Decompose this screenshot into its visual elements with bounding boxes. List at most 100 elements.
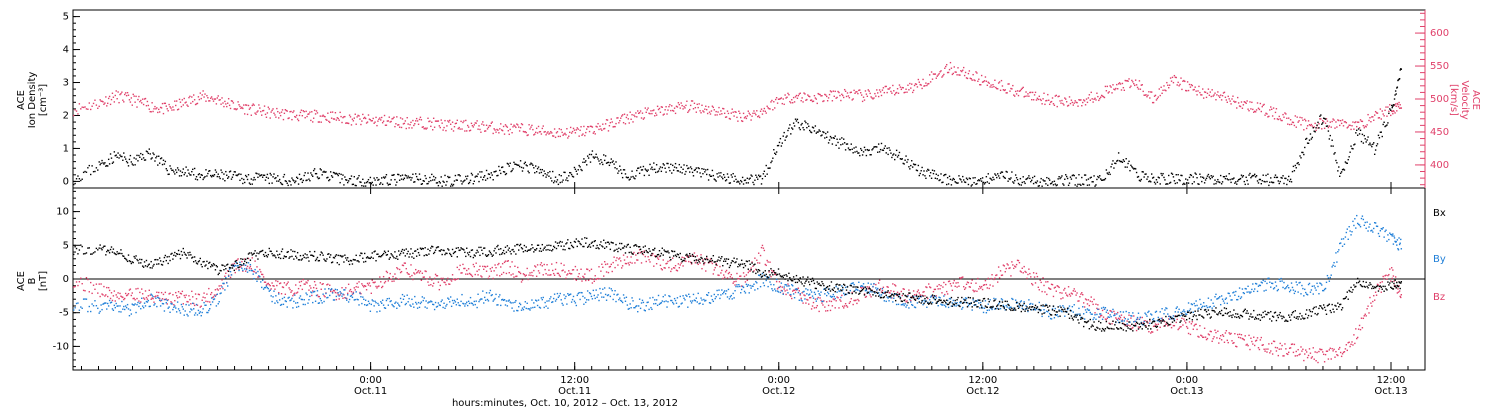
- density-point: [935, 173, 937, 175]
- density-point: [497, 174, 499, 177]
- velocity-point: [908, 89, 910, 91]
- bz-point: [168, 293, 170, 295]
- velocity-point: [299, 111, 302, 114]
- density-point: [1031, 179, 1033, 182]
- by-point: [282, 303, 285, 306]
- velocity-point: [182, 104, 184, 106]
- velocity-point: [427, 117, 429, 119]
- velocity-point: [800, 99, 802, 102]
- velocity-point: [1188, 83, 1191, 86]
- bz-point: [1293, 343, 1296, 346]
- bz-point: [882, 286, 885, 289]
- density-point: [656, 171, 659, 173]
- density-point: [1135, 171, 1138, 174]
- by-point: [125, 306, 128, 309]
- velocity-point: [137, 98, 139, 101]
- by-point: [537, 299, 540, 301]
- bz-point: [319, 282, 321, 284]
- velocity-point: [654, 112, 657, 114]
- density-point: [422, 180, 424, 182]
- bz-point: [1397, 288, 1399, 290]
- velocity-point: [639, 110, 642, 112]
- by-point: [153, 304, 155, 306]
- velocity-point: [1052, 103, 1055, 105]
- velocity-point: [229, 107, 232, 110]
- density-point: [363, 185, 365, 187]
- velocity-point: [535, 127, 538, 130]
- velocity-point: [1172, 81, 1175, 84]
- bz-point: [1278, 348, 1280, 350]
- bz-point: [1053, 287, 1056, 289]
- density-point: [1175, 174, 1177, 176]
- bz-point: [492, 277, 494, 280]
- velocity-point: [654, 115, 656, 117]
- density-point: [907, 158, 909, 161]
- density-point: [709, 175, 712, 178]
- by-point: [549, 298, 551, 300]
- by-point: [469, 296, 472, 299]
- density-point: [1346, 162, 1348, 165]
- velocity-point: [220, 103, 222, 105]
- by-point: [520, 309, 523, 311]
- bz-point: [428, 284, 430, 286]
- bz-point: [256, 266, 258, 268]
- bz-point: [90, 281, 92, 284]
- velocity-point: [335, 119, 338, 121]
- velocity-point: [757, 115, 760, 117]
- velocity-point: [790, 102, 792, 104]
- bz-point: [545, 272, 547, 275]
- bz-point: [408, 273, 410, 276]
- density-point: [1111, 163, 1113, 165]
- bz-point: [956, 286, 958, 288]
- bz-point: [452, 278, 455, 280]
- density-point: [1254, 176, 1257, 178]
- by-point: [124, 305, 127, 307]
- bz-point: [948, 280, 951, 282]
- by-point: [410, 305, 412, 307]
- velocity-point: [478, 125, 480, 127]
- velocity-point: [155, 108, 157, 110]
- density-point: [1191, 182, 1194, 185]
- density-point: [300, 178, 303, 180]
- velocity-point: [127, 94, 130, 96]
- by-point: [209, 303, 212, 306]
- by-point: [161, 302, 164, 305]
- density-point: [1393, 98, 1396, 100]
- velocity-point: [907, 84, 909, 86]
- bz-point: [311, 294, 313, 297]
- density-point: [586, 155, 589, 157]
- bz-point: [1167, 325, 1169, 327]
- density-point: [684, 173, 686, 175]
- bz-point: [346, 292, 349, 295]
- bz-point: [378, 285, 380, 287]
- velocity-point: [1176, 84, 1178, 86]
- density-point: [877, 143, 880, 145]
- velocity-point: [1069, 102, 1072, 105]
- bz-point: [547, 274, 549, 276]
- velocity-point: [781, 102, 783, 105]
- bz-point: [553, 274, 556, 276]
- bz-point: [666, 262, 668, 265]
- velocity-point: [317, 121, 320, 123]
- velocity-point: [195, 103, 198, 105]
- by-point: [508, 299, 510, 301]
- velocity-point: [682, 108, 684, 110]
- bz-point: [1059, 291, 1061, 294]
- bz-point: [151, 297, 153, 299]
- density-point: [702, 172, 704, 175]
- by-point: [75, 302, 78, 305]
- density-point: [1274, 174, 1277, 176]
- velocity-point: [1125, 80, 1127, 82]
- bz-point: [537, 270, 540, 272]
- density-point: [478, 180, 480, 183]
- density-point: [112, 161, 115, 163]
- velocity-point: [337, 117, 339, 120]
- density-point: [651, 166, 653, 168]
- density-point: [797, 121, 800, 124]
- bz-point: [317, 295, 320, 298]
- velocity-point: [1199, 91, 1201, 94]
- bz-point: [945, 283, 947, 286]
- density-point: [111, 162, 114, 164]
- density-point: [1246, 179, 1248, 182]
- density-point: [469, 179, 472, 182]
